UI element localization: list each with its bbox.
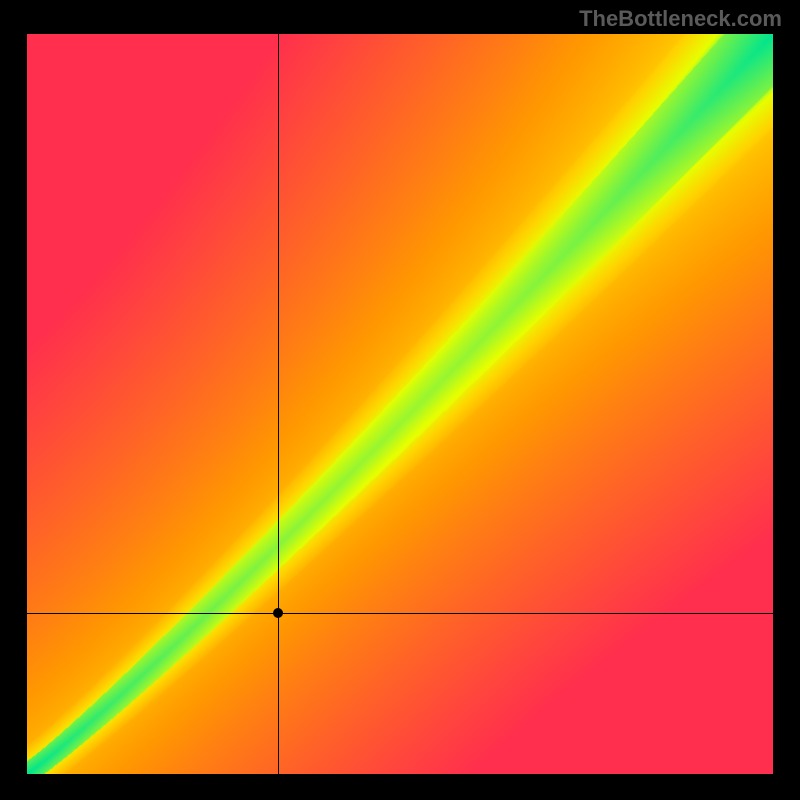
watermark-text: TheBottleneck.com [579,6,782,32]
crosshair-horizontal-line [27,613,773,614]
crosshair-vertical-line [278,34,279,774]
heatmap-plot-area [27,34,773,774]
bottleneck-heatmap [27,34,773,774]
crosshair-marker-point [273,608,283,618]
